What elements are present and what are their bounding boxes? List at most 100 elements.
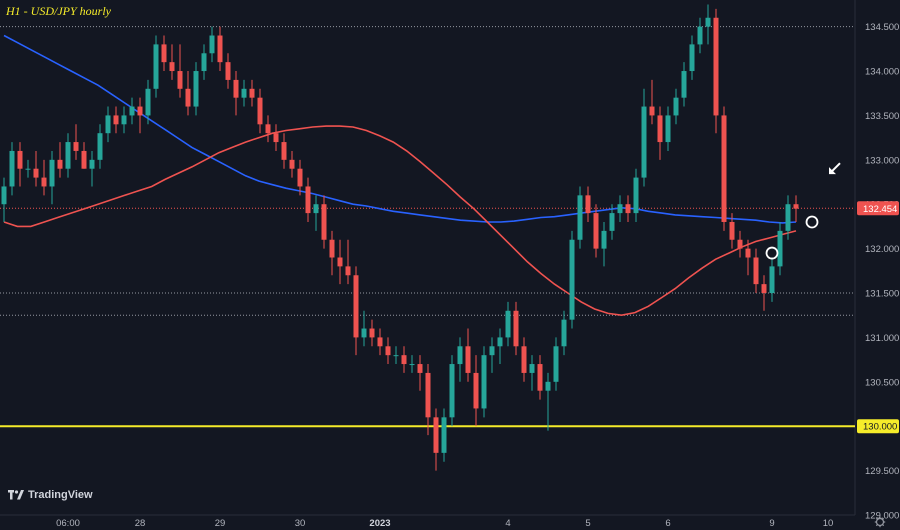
arrow-head bbox=[829, 167, 836, 175]
candle-body bbox=[225, 62, 231, 80]
candle bbox=[297, 159, 303, 196]
candle bbox=[625, 195, 631, 222]
candle bbox=[753, 248, 759, 294]
x-tick-label: 4 bbox=[505, 518, 510, 529]
candle-body bbox=[257, 97, 263, 125]
candle bbox=[49, 150, 55, 205]
candle-body bbox=[193, 71, 199, 107]
candle-body bbox=[17, 150, 23, 169]
arrow-shaft bbox=[831, 162, 841, 172]
candle-body bbox=[305, 186, 311, 214]
candle bbox=[233, 71, 239, 116]
candle bbox=[33, 150, 39, 187]
candle-body bbox=[105, 115, 111, 134]
candle-body bbox=[25, 168, 31, 170]
gear-tooth bbox=[882, 517, 885, 520]
candle bbox=[241, 79, 247, 107]
candle bbox=[737, 230, 743, 258]
chart-title: H1 - USD/JPY hourly bbox=[6, 4, 111, 18]
candle bbox=[481, 346, 487, 418]
candle bbox=[449, 355, 455, 427]
candle-body bbox=[401, 355, 407, 365]
candle bbox=[601, 221, 607, 267]
price-tag-label: 132.454 bbox=[863, 204, 897, 215]
markers bbox=[765, 162, 841, 260]
price-axis[interactable]: 129.000 129.500 130.000 130.500 131.000 131.5… bbox=[865, 22, 899, 521]
candle bbox=[785, 195, 791, 240]
settings-gear-icon[interactable] bbox=[874, 516, 886, 528]
candle bbox=[721, 106, 727, 231]
candle bbox=[505, 301, 511, 347]
candle bbox=[313, 195, 319, 231]
candle bbox=[161, 35, 167, 72]
candle-body bbox=[377, 337, 383, 347]
grid bbox=[0, 0, 856, 516]
price-tag-label: 130.000 bbox=[863, 422, 897, 433]
candle-body bbox=[137, 106, 143, 116]
candle bbox=[129, 97, 135, 125]
y-tick-label: 134.500 bbox=[865, 22, 899, 33]
candle bbox=[57, 142, 63, 178]
tradingview-logo-icon bbox=[8, 490, 24, 500]
candle bbox=[473, 355, 479, 427]
candle bbox=[409, 355, 415, 373]
candle bbox=[97, 124, 103, 169]
candle bbox=[761, 275, 767, 311]
candle-body bbox=[489, 346, 495, 356]
candle-body bbox=[713, 17, 719, 116]
candle-body bbox=[249, 88, 255, 98]
gear-tooth bbox=[882, 524, 885, 527]
candle bbox=[657, 106, 663, 160]
candles bbox=[1, 4, 799, 471]
candle-body bbox=[409, 364, 415, 366]
time-axis[interactable]: 06:00 28 29 30 2023 4 5 6 9 10 bbox=[56, 518, 833, 529]
y-tick-label: 130.500 bbox=[865, 377, 899, 388]
candle-body bbox=[585, 195, 591, 214]
candle bbox=[321, 195, 327, 249]
candle-body bbox=[649, 106, 655, 116]
circle-marker bbox=[805, 215, 819, 229]
tradingview-logo[interactable]: TradingView bbox=[8, 489, 93, 501]
candle bbox=[137, 97, 143, 134]
candle-body bbox=[641, 106, 647, 178]
candle-body bbox=[153, 44, 159, 89]
candle-body bbox=[185, 88, 191, 107]
x-tick-label: 6 bbox=[665, 518, 670, 529]
candle bbox=[457, 337, 463, 382]
candle bbox=[641, 88, 647, 187]
candle-body bbox=[121, 115, 127, 125]
candle-body bbox=[785, 204, 791, 231]
candle-body bbox=[441, 417, 447, 453]
x-tick-label: 29 bbox=[215, 518, 226, 529]
candle-body bbox=[737, 239, 743, 249]
candle bbox=[553, 337, 559, 391]
candle bbox=[65, 133, 71, 178]
candle-body bbox=[793, 204, 799, 209]
candle-body bbox=[273, 133, 279, 143]
candle-body bbox=[289, 159, 295, 169]
y-tick-label: 131.500 bbox=[865, 289, 899, 300]
candle bbox=[345, 239, 351, 285]
y-tick-label: 131.000 bbox=[865, 333, 899, 344]
candle bbox=[713, 8, 719, 134]
candle-body bbox=[593, 213, 599, 249]
candle-body bbox=[577, 195, 583, 240]
candle-body bbox=[169, 62, 175, 72]
y-tick-label: 134.000 bbox=[865, 67, 899, 78]
candle-body bbox=[625, 204, 631, 214]
candle bbox=[609, 204, 615, 240]
candle bbox=[465, 328, 471, 382]
candle bbox=[1, 177, 7, 222]
candle bbox=[593, 204, 599, 258]
candle-body bbox=[673, 97, 679, 116]
candle-body bbox=[9, 150, 15, 187]
candle-body bbox=[393, 355, 399, 357]
candle bbox=[281, 133, 287, 169]
y-tick-label: 133.500 bbox=[865, 111, 899, 122]
candle-body bbox=[65, 142, 71, 169]
candle bbox=[433, 408, 439, 471]
candle bbox=[577, 186, 583, 249]
candle-body bbox=[473, 372, 479, 409]
x-tick-label: 10 bbox=[823, 518, 834, 529]
